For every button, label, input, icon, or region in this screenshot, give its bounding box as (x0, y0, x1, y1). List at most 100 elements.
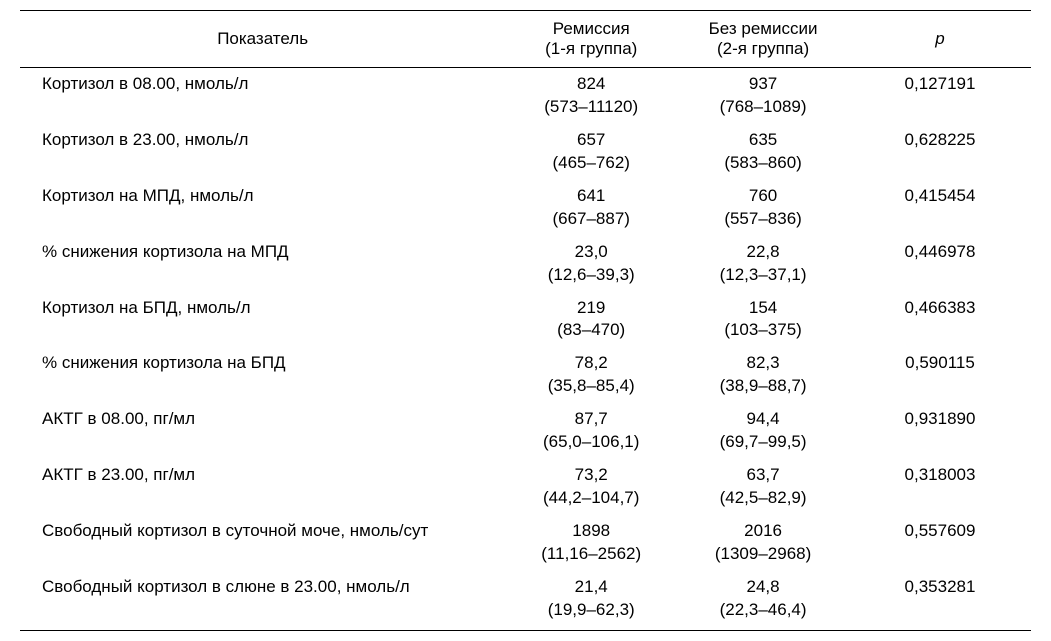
p-value: 0,557609 (905, 521, 976, 540)
p-cell: 0,557609 (849, 515, 1031, 571)
remission-value: 657 (511, 129, 671, 152)
remission-cell: 219(83–470) (505, 292, 677, 348)
remission-cell: 87,7(65,0–106,1) (505, 403, 677, 459)
table-header-row: Показатель Ремиссия (1-я группа) Без рем… (20, 11, 1031, 68)
no-remission-value: 937 (683, 73, 843, 96)
remission-cell: 641(667–887) (505, 180, 677, 236)
remission-value: 87,7 (511, 408, 671, 431)
table-row: Кортизол в 23.00, нмоль/л657(465–762)635… (20, 124, 1031, 180)
no-remission-range: (103–375) (683, 319, 843, 342)
table-row: АКТГ в 23.00, пг/мл73,2(44,2–104,7)63,7(… (20, 459, 1031, 515)
indicator-cell: Кортизол в 23.00, нмоль/л (20, 124, 505, 180)
p-cell: 0,931890 (849, 403, 1031, 459)
p-value: 0,466383 (905, 298, 976, 317)
p-cell: 0,415454 (849, 180, 1031, 236)
table-row: Кортизол в 08.00, нмоль/л824(573–11120)9… (20, 68, 1031, 124)
no-remission-value: 154 (683, 297, 843, 320)
no-remission-cell: 635(583–860) (677, 124, 849, 180)
remission-cell: 1898(11,16–2562) (505, 515, 677, 571)
no-remission-value: 760 (683, 185, 843, 208)
header-no-remission: Без ремиссии (2-я группа) (677, 11, 849, 68)
no-remission-cell: 82,3(38,9–88,7) (677, 347, 849, 403)
remission-cell: 73,2(44,2–104,7) (505, 459, 677, 515)
table-row: Кортизол на БПД, нмоль/л219(83–470)154(1… (20, 292, 1031, 348)
remission-cell: 657(465–762) (505, 124, 677, 180)
no-remission-value: 635 (683, 129, 843, 152)
p-value: 0,127191 (905, 74, 976, 93)
header-remission-line1: Ремиссия (511, 19, 671, 39)
no-remission-value: 24,8 (683, 576, 843, 599)
no-remission-cell: 2016(1309–2968) (677, 515, 849, 571)
indicator-label: АКТГ в 23.00, пг/мл (42, 465, 195, 484)
remission-value: 23,0 (511, 241, 671, 264)
p-value: 0,353281 (905, 577, 976, 596)
no-remission-value: 82,3 (683, 352, 843, 375)
table-row: Свободный кортизол в слюне в 23.00, нмол… (20, 571, 1031, 630)
no-remission-range: (583–860) (683, 152, 843, 175)
p-cell: 0,466383 (849, 292, 1031, 348)
remission-value: 78,2 (511, 352, 671, 375)
no-remission-value: 63,7 (683, 464, 843, 487)
remission-value: 1898 (511, 520, 671, 543)
no-remission-cell: 937(768–1089) (677, 68, 849, 124)
indicator-label: Кортизол в 23.00, нмоль/л (42, 130, 248, 149)
indicator-cell: Кортизол на МПД, нмоль/л (20, 180, 505, 236)
table-row: АКТГ в 08.00, пг/мл87,7(65,0–106,1)94,4(… (20, 403, 1031, 459)
no-remission-cell: 63,7(42,5–82,9) (677, 459, 849, 515)
remission-range: (83–470) (511, 319, 671, 342)
remission-value: 21,4 (511, 576, 671, 599)
header-p-text: p (935, 29, 944, 48)
remission-range: (19,9–62,3) (511, 599, 671, 622)
indicator-label: Кортизол на МПД, нмоль/л (42, 186, 254, 205)
table-row: % снижения кортизола на БПД78,2(35,8–85,… (20, 347, 1031, 403)
table-row: % снижения кортизола на МПД 23,0(12,6–39,… (20, 236, 1031, 292)
p-cell: 0,628225 (849, 124, 1031, 180)
p-value: 0,628225 (905, 130, 976, 149)
indicator-cell: АКТГ в 23.00, пг/мл (20, 459, 505, 515)
indicator-label: Свободный кортизол в суточной моче, нмол… (42, 521, 428, 540)
no-remission-range: (38,9–88,7) (683, 375, 843, 398)
header-remission-line2: (1-я группа) (511, 39, 671, 59)
indicator-cell: % снижения кортизола на БПД (20, 347, 505, 403)
remission-value: 641 (511, 185, 671, 208)
remission-range: (465–762) (511, 152, 671, 175)
p-value: 0,931890 (905, 409, 976, 428)
indicator-cell: % снижения кортизола на МПД (20, 236, 505, 292)
remission-cell: 23,0(12,6–39,3) (505, 236, 677, 292)
no-remission-range: (69,7–99,5) (683, 431, 843, 454)
no-remission-range: (12,3–37,1) (683, 264, 843, 287)
no-remission-value: 94,4 (683, 408, 843, 431)
data-table: Показатель Ремиссия (1-я группа) Без рем… (20, 10, 1031, 631)
p-value: 0,318003 (905, 465, 976, 484)
no-remission-value: 2016 (683, 520, 843, 543)
no-remission-cell: 154(103–375) (677, 292, 849, 348)
remission-cell: 78,2(35,8–85,4) (505, 347, 677, 403)
p-value: 0,415454 (905, 186, 976, 205)
indicator-cell: Кортизол в 08.00, нмоль/л (20, 68, 505, 124)
p-value: 0,446978 (905, 242, 976, 261)
header-indicator-text: Показатель (217, 29, 308, 48)
header-indicator: Показатель (20, 11, 505, 68)
indicator-label: Кортизол на БПД, нмоль/л (42, 298, 251, 317)
header-no-remission-line2: (2-я группа) (683, 39, 843, 59)
indicator-cell: Свободный кортизол в слюне в 23.00, нмол… (20, 571, 505, 630)
remission-range: (65,0–106,1) (511, 431, 671, 454)
remission-value: 219 (511, 297, 671, 320)
no-remission-cell: 94,4(69,7–99,5) (677, 403, 849, 459)
no-remission-range: (768–1089) (683, 96, 843, 119)
p-cell: 0,446978 (849, 236, 1031, 292)
no-remission-range: (22,3–46,4) (683, 599, 843, 622)
indicator-label: % снижения кортизола на МПД (42, 242, 289, 261)
indicator-cell: АКТГ в 08.00, пг/мл (20, 403, 505, 459)
remission-range: (44,2–104,7) (511, 487, 671, 510)
p-value: 0,590115 (905, 353, 975, 372)
indicator-label: Кортизол в 08.00, нмоль/л (42, 74, 248, 93)
indicator-cell: Свободный кортизол в суточной моче, нмол… (20, 515, 505, 571)
no-remission-cell: 22,8(12,3–37,1) (677, 236, 849, 292)
remission-range: (667–887) (511, 208, 671, 231)
no-remission-range: (557–836) (683, 208, 843, 231)
no-remission-range: (42,5–82,9) (683, 487, 843, 510)
indicator-label: Свободный кортизол в слюне в 23.00, нмол… (42, 577, 410, 596)
remission-range: (12,6–39,3) (511, 264, 671, 287)
remission-cell: 21,4(19,9–62,3) (505, 571, 677, 630)
